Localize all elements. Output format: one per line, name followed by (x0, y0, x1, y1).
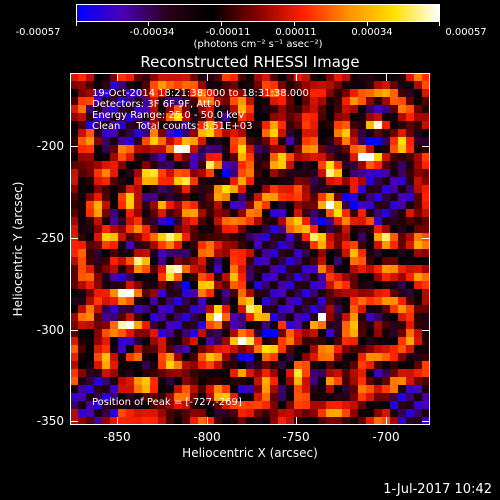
x-tick-label: -850 (103, 430, 131, 444)
x-tick (296, 73, 297, 81)
annotation-time-range: 19-Oct-2014 18:21:38.000 to 18:31:38.000 (92, 88, 309, 99)
y-axis-label: Heliocentric Y (arcsec) (11, 181, 25, 317)
colorbar-tick (294, 22, 295, 26)
annotation-detectors: Detectors: 3F 6F 9F, Att 0 (92, 99, 221, 110)
annotation-peak-position: Position of Peak = [-727,-269] (92, 397, 242, 408)
y-tick (422, 421, 430, 422)
plot-title: Reconstructed RHESSI Image (140, 53, 360, 71)
colorbar-tick (439, 22, 440, 26)
colorbar-tick-label: 0.00057 (445, 27, 487, 38)
y-tick (70, 330, 78, 331)
y-tick-label: -200 (36, 139, 64, 153)
colorbar-tick-label: -0.00034 (129, 27, 175, 38)
colorbar-tick-label: -0.00011 (205, 27, 251, 38)
colorbar-tick-label: -0.00057 (15, 27, 61, 38)
colorbar-tick (76, 22, 77, 26)
y-tick-label: -350 (36, 414, 64, 428)
y-tick-label: -250 (36, 231, 64, 245)
x-tick (117, 417, 118, 425)
x-axis-label: Heliocentric X (arcsec) (182, 446, 318, 460)
y-tick (422, 330, 430, 331)
colorbar-tick-label: 0.00011 (275, 27, 317, 38)
y-tick (70, 238, 78, 239)
x-tick-label: -800 (193, 430, 221, 444)
y-tick (70, 421, 78, 422)
rhessi-image (70, 73, 430, 425)
x-tick (207, 73, 208, 81)
x-tick (386, 417, 387, 425)
colorbar-tick (148, 22, 149, 26)
rhessi-image-canvas (70, 73, 430, 425)
x-tick (386, 73, 387, 81)
annotation-total-counts: Clean Total counts: 8.51E+03 (92, 121, 253, 132)
colorbar-tick (221, 22, 222, 26)
x-tick (296, 417, 297, 425)
annotation-energy-range: Energy Range: 25.0 - 50.0 keV (92, 110, 245, 121)
y-tick-label: -300 (36, 323, 64, 337)
x-tick (207, 417, 208, 425)
x-tick (117, 73, 118, 81)
y-tick (422, 146, 430, 147)
footer-timestamp: 1-Jul-2017 10:42 (383, 482, 492, 497)
colorbar-tick-label: 0.00034 (351, 27, 393, 38)
x-tick-label: -750 (282, 430, 310, 444)
colorbar-units: (photons cm⁻² s⁻¹ asec⁻²) (193, 39, 323, 50)
y-tick (70, 146, 78, 147)
colorbar (76, 4, 440, 22)
x-tick-label: -700 (372, 430, 400, 444)
y-tick (422, 238, 430, 239)
colorbar-tick (367, 22, 368, 26)
